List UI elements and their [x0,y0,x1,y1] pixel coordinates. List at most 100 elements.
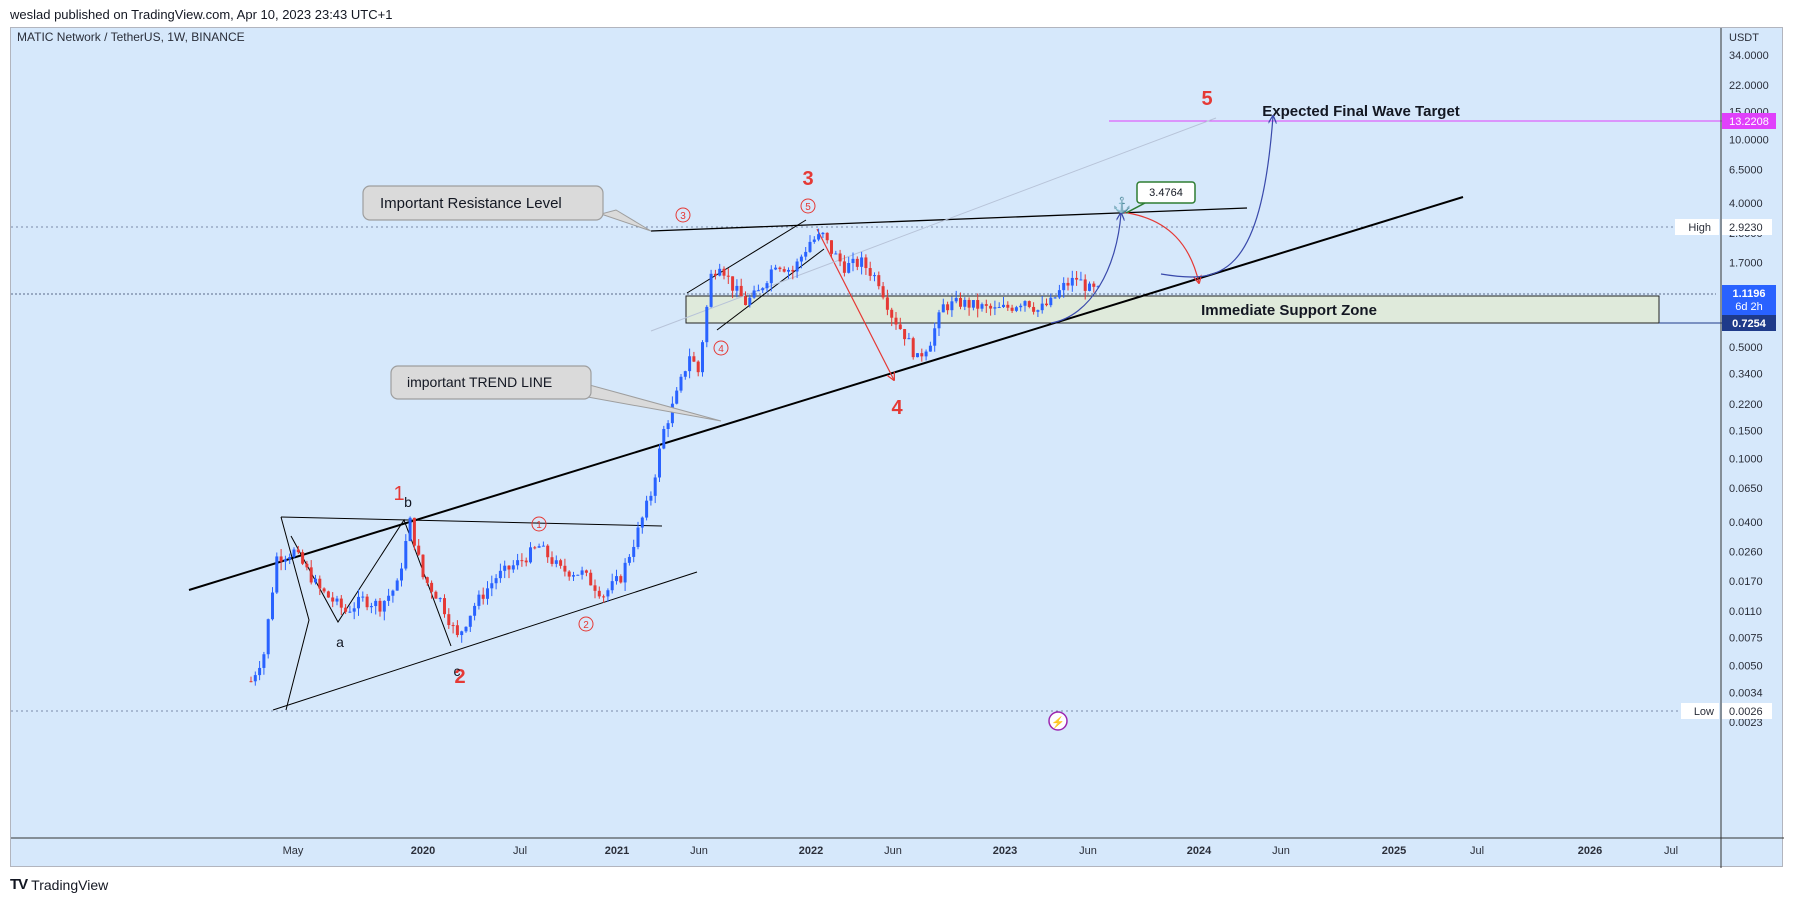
circled-wave-1: 1 [531,516,547,532]
time-axis-ticks[interactable]: May 2020 Jul 2021 Jun 2022 Jun 2023 Jun 2024 Jun 20… [283,845,1678,857]
price-tag-target: 13.2208 [1722,113,1776,129]
support-zone-box[interactable] [685,295,1660,324]
svg-text:⚡: ⚡ [1051,716,1065,729]
candles-group [249,228,1100,686]
candle-body [1075,277,1079,280]
candle-body [1010,307,1014,311]
candle-body [249,681,253,683]
candle-body [430,582,434,592]
candle-body [769,269,773,284]
y-tick-label: 4.0000 [1729,198,1763,210]
candle-body [464,626,468,632]
candle-body [636,527,640,547]
candle-body [903,329,907,340]
tradingview-brand[interactable]: TV TradingView [10,876,108,893]
x-tick-label: 2025 [1382,845,1406,857]
circled-wave-5: 5 [800,198,816,214]
candle-body [421,554,425,578]
candle-body [434,591,438,599]
candle-body [1023,301,1027,306]
x-tick-label: Jun [1272,845,1290,857]
candle-body [369,606,373,608]
left-wave-lines [280,516,310,711]
resistance-callout[interactable]: Important Resistance Level [362,185,652,232]
candle-body [610,581,614,591]
y-tick-label: 0.3400 [1729,369,1763,381]
candle-body [516,560,520,566]
candle-body [567,571,571,577]
candle-body [400,568,403,581]
candle-body [894,317,898,325]
x-tick-label: Jun [884,845,902,857]
candle-body [782,269,786,272]
projection-final-leg [1160,116,1273,278]
wedge-lower-line [716,248,825,331]
chart-canvas[interactable]: Immediate Support Zone Expected Final Wa… [11,28,1784,868]
candle-body [1040,303,1044,311]
final-target-label: Expected Final Wave Target [1262,103,1460,120]
candle-body [331,597,335,602]
candle-body [425,577,429,583]
candle-body [520,560,524,562]
candle-body [752,290,756,298]
candle-body [1049,297,1053,306]
target-price-callout[interactable]: 3.4764 [1125,181,1196,214]
x-tick-label: 2024 [1187,845,1212,857]
y-tick-label: 0.0260 [1729,547,1763,559]
y-tick-label: 0.2200 [1729,399,1763,411]
chart-frame[interactable]: Immediate Support Zone Expected Final Wa… [10,27,1784,868]
candle-body [576,574,580,576]
candle-body [830,240,833,254]
candle-body [692,356,696,362]
candle-body [326,591,330,598]
svg-text:0.0026: 0.0026 [1729,706,1763,718]
candle-body [1032,306,1036,312]
x-tick-label: 2021 [605,845,629,857]
candle-body [412,517,416,546]
candle-body [774,267,778,270]
candle-body [1083,279,1087,291]
candle-body [645,500,649,518]
y-tick-label: 0.0170 [1729,576,1763,588]
candle-body [976,300,980,309]
candle-body [911,338,915,358]
candle-body [550,557,554,564]
x-tick-label: Jul [513,845,527,857]
candle-body [619,576,623,583]
svg-text:0.7254: 0.7254 [1732,318,1767,330]
candle-body [296,549,300,553]
price-tag-target-text: 13.2208 [1729,116,1769,128]
candle-body [817,234,821,240]
candle-body [451,625,455,627]
candle-body [1036,310,1040,312]
candle-body [756,290,760,292]
candle-body [868,268,872,276]
y-tick-label: 0.0023 [1729,717,1763,729]
circled-wave-2: 2 [578,616,594,632]
price-axis-ticks[interactable]: 34.000022.000015.000010.00006.50004.0000… [1729,50,1769,729]
candle-body [808,241,812,252]
y-tick-label: 0.0050 [1729,661,1763,673]
candle-body [881,286,885,298]
trendline-callout[interactable]: important TREND LINE [390,365,722,422]
candle-body [524,560,528,563]
event-bolt-icon[interactable]: ⚡ [1048,711,1068,731]
candle-body [1006,304,1010,308]
price-tag-high: High 2.9230 [1675,219,1772,235]
candle-body [438,598,442,600]
resistance-line[interactable] [650,207,1248,232]
candle-body [378,600,382,612]
candle-body [258,667,262,676]
main-trend-line[interactable] [188,196,1464,591]
candle-body [954,297,958,302]
svg-text:Low: Low [1694,706,1714,718]
price-tag-low: Low 0.0026 [1681,703,1772,719]
candle-body [842,261,846,273]
candle-body [279,556,283,562]
candle-body [722,268,726,276]
candle-body [748,297,752,306]
candle-body [997,307,1001,309]
candle-body [335,598,339,602]
candle-body [391,590,395,596]
candle-body [1070,277,1074,286]
